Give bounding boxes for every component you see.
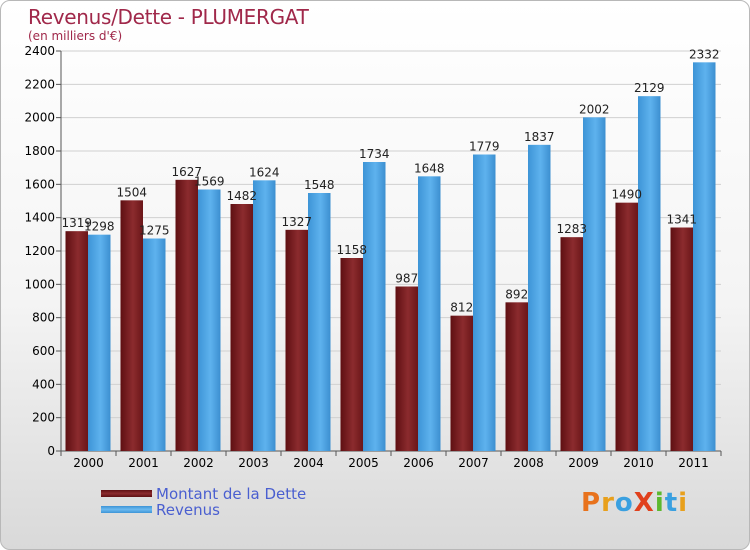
data-label-revenus: 1548 — [304, 178, 335, 192]
bar-dette — [65, 231, 88, 451]
axes: 0 200 400 600 800 1000 1200 1400 1600 1800 2000 220… — [24, 44, 722, 470]
data-label-dette: 1327 — [281, 215, 312, 229]
y-tick-label: 1200 — [24, 244, 55, 258]
legend-swatch-revenus — [101, 506, 152, 513]
y-tick-label: 2200 — [24, 77, 55, 91]
y-tick-label: 1400 — [24, 211, 55, 225]
y-tick-label: 1000 — [24, 277, 55, 291]
data-label-dette: 1504 — [116, 185, 147, 199]
bar-revenus — [638, 96, 661, 452]
data-label-dette: 812 — [450, 301, 473, 315]
data-label-revenus: 1275 — [139, 224, 170, 238]
data-label-revenus: 1734 — [359, 147, 390, 161]
logo-letter: P — [581, 488, 602, 518]
data-label-revenus: 1648 — [414, 161, 445, 175]
y-tick-label: 2400 — [24, 44, 55, 58]
data-label-revenus: 1569 — [194, 175, 225, 189]
data-label-dette: 1341 — [666, 213, 697, 227]
x-tick-label: 2011 — [678, 456, 709, 470]
x-tick-label: 2002 — [183, 456, 214, 470]
x-tick-label: 2007 — [458, 456, 489, 470]
bar-dette — [670, 227, 693, 451]
bar-revenus — [253, 180, 276, 452]
data-label-dette: 987 — [395, 272, 418, 286]
data-label-dette: 1319 — [61, 216, 92, 230]
legend-label-dette: Montant de la Dette — [156, 485, 307, 503]
x-tick-label: 2001 — [128, 456, 159, 470]
x-tick-label: 2006 — [403, 456, 434, 470]
data-label-revenus: 2129 — [634, 81, 665, 95]
bar-dette — [560, 237, 583, 451]
x-tick-label: 2004 — [293, 456, 324, 470]
legend-label-revenus: Revenus — [156, 501, 220, 519]
data-label-dette: 1283 — [556, 222, 587, 236]
bar-revenus — [528, 144, 551, 452]
logo-letter: r — [601, 488, 615, 518]
x-tick-label: 2010 — [623, 456, 654, 470]
x-tick-label: 2008 — [513, 456, 544, 470]
proxiti-logo: ProXiti — [581, 488, 688, 518]
bar-dette — [175, 179, 198, 452]
logo-letter: o — [614, 488, 634, 518]
data-label-revenus: 1298 — [84, 220, 115, 234]
data-label-dette: 1158 — [336, 243, 367, 257]
data-label-dette: 1627 — [171, 165, 202, 179]
bar-revenus — [198, 189, 221, 451]
x-tick-label: 2000 — [73, 456, 104, 470]
bar-revenus — [418, 176, 441, 452]
bar-dette — [285, 229, 308, 451]
data-label-dette: 1482 — [226, 189, 257, 203]
x-tick-label: 2005 — [348, 456, 379, 470]
data-label-dette: 1490 — [611, 188, 642, 202]
data-label-revenus: 2332 — [689, 47, 720, 61]
bars — [65, 62, 716, 452]
y-tick-label: 400 — [32, 377, 55, 391]
y-tick-label: 600 — [32, 344, 55, 358]
bar-revenus — [308, 193, 331, 451]
bar-dette — [230, 204, 253, 451]
bar-revenus — [583, 117, 606, 451]
bar-revenus — [88, 234, 111, 451]
data-label-revenus: 1624 — [249, 165, 280, 179]
x-tick-label: 2003 — [238, 456, 269, 470]
y-tick-label: 0 — [47, 444, 55, 458]
chart-subtitle: (en milliers d'€) — [28, 29, 123, 43]
x-tick-label: 2009 — [568, 456, 599, 470]
y-tick-label: 800 — [32, 311, 55, 325]
data-label-dette: 892 — [505, 287, 528, 301]
logo-letter: i — [678, 488, 689, 518]
y-tick-label: 200 — [32, 411, 55, 425]
chart-title: Revenus/Dette - PLUMERGAT — [28, 5, 309, 29]
logo-letter: i — [654, 488, 665, 518]
legend-swatch-dette — [101, 490, 152, 497]
logo-letter: X — [633, 488, 655, 518]
bar-dette — [450, 315, 473, 451]
bar-revenus — [473, 154, 496, 451]
y-tick-label: 2000 — [24, 111, 55, 125]
data-label-revenus: 1779 — [469, 140, 500, 154]
bar-dette — [505, 302, 528, 451]
logo-letter: t — [664, 488, 679, 518]
bar-revenus — [363, 162, 386, 451]
y-tick-label: 1800 — [24, 144, 55, 158]
bar-dette — [120, 200, 143, 451]
bar-revenus — [693, 62, 716, 451]
y-tick-label: 1600 — [24, 177, 55, 191]
data-label-revenus: 2002 — [579, 102, 610, 116]
bar-revenus — [143, 238, 166, 451]
bar-dette — [340, 258, 363, 451]
bar-dette — [395, 286, 418, 451]
data-label-revenus: 1837 — [524, 130, 555, 144]
bar-dette — [615, 202, 638, 451]
